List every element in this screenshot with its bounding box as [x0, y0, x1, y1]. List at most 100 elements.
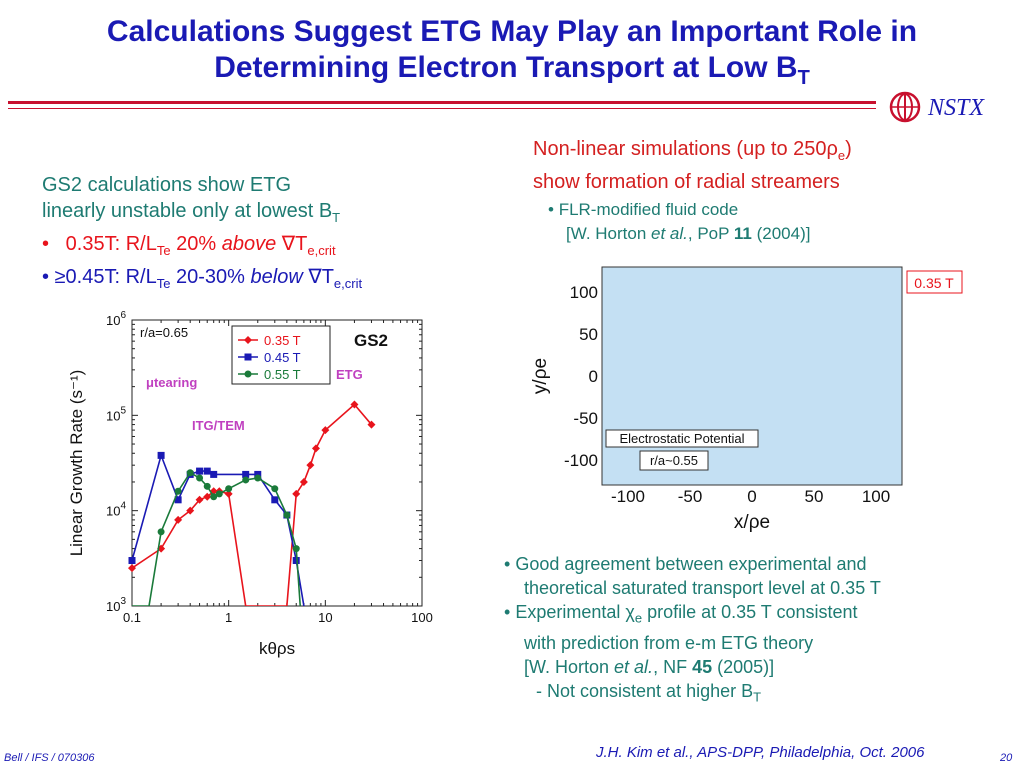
- radius-annotation: r/a=0.65: [140, 325, 188, 340]
- data-point: [203, 492, 212, 501]
- data-point: [271, 496, 279, 504]
- series-line: [132, 403, 373, 606]
- y-tick-label: 104: [106, 501, 126, 519]
- title-rule-thin: [8, 108, 876, 109]
- right-sub-bullets: • FLR-modified fluid code [W. Horton et …: [548, 198, 810, 246]
- right-sub-bullet2: [W. Horton et al., PoP 11 (2004)]: [566, 224, 811, 243]
- data-point: [210, 470, 218, 478]
- data-point: [174, 496, 182, 504]
- contour-ytick: -50: [573, 409, 598, 428]
- bottom-bullets: • Good agreement between experimental an…: [504, 552, 1014, 709]
- data-point: [210, 493, 218, 501]
- data-point: [242, 476, 250, 484]
- data-point: [299, 477, 308, 486]
- contour-ytick: -100: [564, 451, 598, 470]
- data-point: [367, 420, 376, 429]
- footer-left: Bell / IFS / 070306: [4, 752, 95, 764]
- data-point: [174, 515, 183, 524]
- x-axis-label: kθρs: [259, 639, 295, 658]
- page-title: Calculations Suggest ETG May Play an Imp…: [0, 14, 1024, 96]
- contour-xtick: -50: [678, 487, 703, 506]
- data-point: [128, 564, 136, 573]
- contour-field: [602, 267, 902, 485]
- left-bullet1: • 0.35T: R/LTe 20% above ∇Te,crit: [42, 233, 336, 258]
- x-tick-label: 100: [411, 610, 433, 625]
- nstx-logo: NSTX: [888, 90, 1018, 124]
- legend-marker: [244, 370, 252, 378]
- right-line1: Non-linear simulations (up to 250ρe): [533, 138, 852, 163]
- data-point: [157, 528, 165, 536]
- y-tick-label: 103: [106, 596, 126, 614]
- x-tick-label: 10: [318, 610, 332, 625]
- contour-potential-label: Electrostatic Potential: [619, 431, 744, 446]
- data-point: [283, 511, 291, 519]
- legend-label: 0.55 T: [264, 367, 301, 382]
- data-point: [186, 469, 194, 477]
- bottom-dash-item: - Not consistent at higher BT: [536, 680, 762, 705]
- data-point: [242, 470, 250, 478]
- nstx-logo-icon: NSTX: [889, 91, 985, 123]
- contour-ylabel: y/ρe: [530, 358, 551, 394]
- right-text-block: Non-linear simulations (up to 250ρe) sho…: [533, 136, 1013, 195]
- right-line2: show formation of radial streamers: [533, 171, 840, 193]
- left-text-block: GS2 calculations show ETG linearly unsta…: [42, 172, 482, 297]
- contour-xtick: -100: [611, 487, 645, 506]
- data-point: [225, 485, 233, 493]
- legend-label: 0.35 T: [264, 333, 301, 348]
- data-point: [157, 451, 165, 459]
- y-axis-label: Linear Growth Rate (s⁻¹): [67, 370, 86, 557]
- region-label: ETG: [336, 367, 363, 382]
- data-point: [292, 545, 300, 553]
- data-point: [254, 474, 262, 482]
- title-line1: Calculations Suggest ETG May Play an Imp…: [106, 15, 918, 48]
- title-rule-thick: [8, 101, 876, 104]
- title-line2: Determining Electron Transport at Low BT: [214, 51, 810, 89]
- data-point: [196, 467, 204, 475]
- data-point: [196, 474, 204, 482]
- x-tick-label: 0.1: [123, 610, 141, 625]
- contour-xtick: 0: [747, 487, 756, 506]
- contour-field-label: 0.35 T: [914, 275, 954, 291]
- potential-contour-plot: 0.35 T Electrostatic Potential r/a~0.55 …: [530, 266, 963, 533]
- contour-xtick: 50: [805, 487, 824, 506]
- left-line1: GS2 calculations show ETG: [42, 174, 291, 196]
- data-point: [292, 557, 300, 565]
- data-point: [254, 470, 262, 478]
- data-point: [186, 506, 195, 515]
- data-point: [292, 489, 301, 498]
- right-sub-bullet1: • FLR-modified fluid code: [548, 200, 739, 219]
- contour-xlabel: x/ρe: [734, 512, 770, 533]
- growth-rate-chart: 103 104 105 106 0.1 1 10 100 kθρs Linear Growth R…: [67, 310, 433, 658]
- footer-citation: J.H. Kim et al., APS-DPP, Philadelphia, …: [596, 744, 925, 761]
- chart-title: GS2: [354, 331, 388, 350]
- y-tick-label: 106: [106, 310, 126, 328]
- legend-marker: [244, 353, 252, 361]
- bottom-bullet1: • Good agreement between experimental an…: [504, 554, 867, 574]
- contour-ytick: 50: [579, 325, 598, 344]
- left-bullet2: • ≥0.45T: R/LTe 20-30% below ∇Te,crit: [42, 266, 363, 291]
- contour-ra-label: r/a~0.55: [650, 453, 698, 468]
- data-point: [195, 495, 204, 504]
- series-line: [132, 452, 305, 606]
- data-point: [215, 490, 223, 498]
- data-point: [174, 487, 182, 495]
- bottom-bullet2-cont: with prediction from e-m ETG theory: [524, 632, 814, 653]
- data-point: [321, 426, 330, 435]
- logo-text: NSTX: [927, 95, 985, 121]
- left-line2: linearly unstable only at lowest BT: [42, 200, 341, 225]
- region-label: μtearing: [146, 375, 197, 390]
- legend-marker: [244, 336, 252, 344]
- data-point: [203, 482, 211, 490]
- data-point: [350, 400, 359, 409]
- legend-label: 0.45 T: [264, 350, 301, 365]
- data-point: [224, 489, 233, 498]
- x-tick-label: 1: [225, 610, 232, 625]
- contour-ytick: 0: [589, 367, 598, 386]
- data-point: [311, 444, 320, 453]
- y-tick-label: 105: [106, 405, 126, 423]
- region-label: ITG/TEM: [192, 418, 245, 433]
- contour-xtick: 100: [862, 487, 890, 506]
- bottom-bullet2-ref: [W. Horton et al., NF 45 (2005)]: [524, 656, 775, 677]
- bottom-bullet2: • Experimental χe profile at 0.35 T cons…: [504, 602, 858, 626]
- page-number: 20: [1000, 752, 1013, 764]
